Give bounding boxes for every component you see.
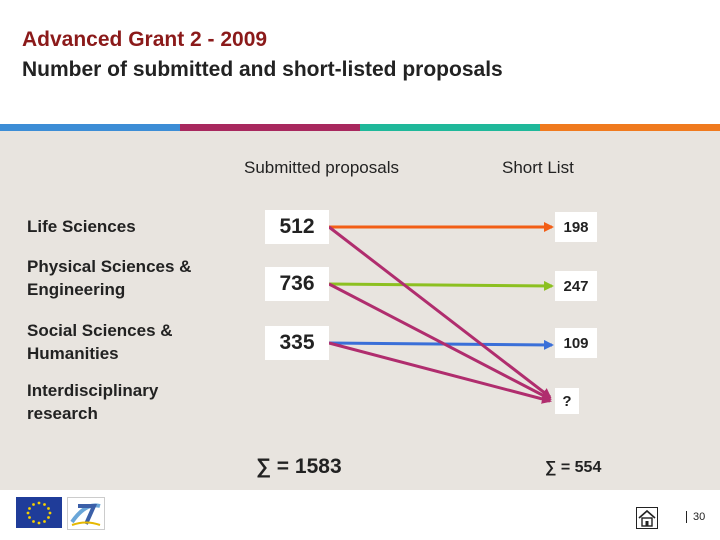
page-number: 30 xyxy=(686,511,705,523)
arrow-life-to-interdisciplinary xyxy=(328,225,552,399)
submitted-column-header: Submitted proposals xyxy=(244,158,399,177)
row-label-social-sciences: Social Sciences & Humanities xyxy=(27,319,173,365)
submitted-total: ∑ = 1583 xyxy=(256,455,342,478)
shortlist-value-interdisciplinary: ? xyxy=(555,388,579,414)
row-label-line: Humanities xyxy=(27,344,119,363)
home-icon[interactable] xyxy=(636,507,658,529)
arrow-social-sciences xyxy=(328,339,554,350)
row-label-line: Engineering xyxy=(27,280,126,299)
divider-teal xyxy=(360,124,540,131)
footer xyxy=(0,490,720,540)
shortlist-total: ∑ = 554 xyxy=(545,459,602,476)
divider-orange xyxy=(540,124,720,131)
arrow-physical-sciences xyxy=(328,280,554,291)
shortlist-value-life-sciences: 198 xyxy=(555,212,597,242)
eu-flag-icon xyxy=(16,497,62,528)
row-label-physical-sciences: Physical Sciences & Engineering xyxy=(27,255,191,301)
shortlist-column-header: Short List xyxy=(502,158,574,177)
arrow-social-to-interdisciplinary xyxy=(328,341,552,404)
shortlist-value-physical-sciences: 247 xyxy=(555,271,597,301)
submitted-value-social-sciences: 335 xyxy=(265,326,329,360)
shortlist-value-social-sciences: 109 xyxy=(555,328,597,358)
fp7-logo-icon xyxy=(67,497,105,530)
page-title: Advanced Grant 2 - 2009 xyxy=(22,28,268,51)
row-label-line: Physical Sciences & xyxy=(27,257,192,276)
arrow-physical-to-interdisciplinary xyxy=(328,282,552,401)
divider-purple xyxy=(180,124,360,131)
row-label-line: Life Sciences xyxy=(27,217,136,236)
row-label-line: Interdisciplinary xyxy=(27,381,159,400)
submitted-value-life-sciences: 512 xyxy=(265,210,329,244)
row-label-interdisciplinary: Interdisciplinary research xyxy=(27,379,158,425)
header: Advanced Grant 2 - 2009 Number of submit… xyxy=(0,0,720,124)
row-label-line: research xyxy=(27,404,98,423)
row-label-life-sciences: Life Sciences xyxy=(27,215,136,238)
row-label-line: Social Sciences & xyxy=(27,321,173,340)
divider-blue xyxy=(0,124,180,131)
page-subtitle: Number of submitted and short-listed pro… xyxy=(22,58,503,81)
submitted-value-physical-sciences: 736 xyxy=(265,267,329,301)
